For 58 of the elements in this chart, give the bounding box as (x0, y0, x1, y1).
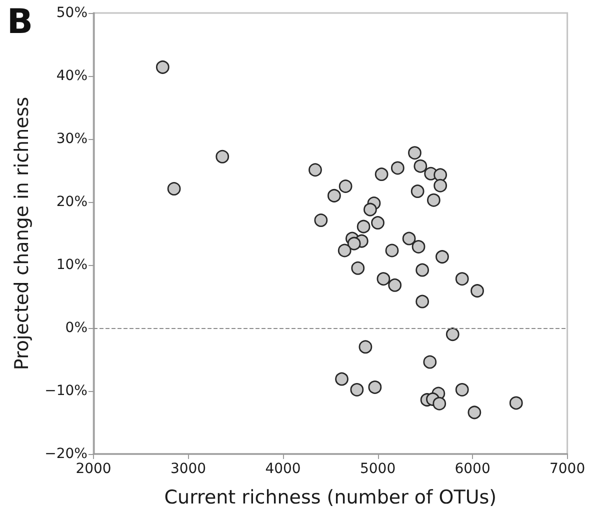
point (402, 232, 416, 246)
point (423, 355, 437, 369)
point (385, 244, 399, 258)
point (408, 146, 422, 160)
y-tick-label: −10% (44, 383, 88, 399)
y-tick-label: 30% (56, 131, 88, 147)
point (351, 261, 365, 275)
point (390, 161, 404, 175)
chart-title: B (7, 2, 33, 42)
point (388, 278, 402, 292)
point (427, 193, 440, 207)
point (436, 250, 449, 264)
point (356, 220, 370, 234)
x-axis-title: Current richness (number of OTUs) (164, 486, 497, 508)
point (216, 150, 230, 164)
point (509, 396, 523, 410)
point (376, 272, 390, 286)
point (167, 182, 181, 196)
point (338, 180, 352, 193)
point (350, 383, 364, 396)
x-tick-label: 3000 (170, 461, 206, 477)
point (434, 168, 448, 182)
point (371, 216, 384, 230)
point (416, 294, 430, 308)
point (328, 189, 341, 202)
point (156, 60, 170, 74)
point (364, 202, 377, 216)
x-tick-label: 7000 (549, 461, 586, 477)
point (374, 168, 388, 181)
point (338, 244, 352, 258)
y-tick-label: 0% (65, 320, 88, 336)
point (335, 372, 348, 386)
x-tick-label: 2000 (76, 461, 112, 477)
point (314, 214, 328, 227)
point (308, 163, 322, 177)
point (455, 383, 469, 396)
point (446, 328, 460, 341)
point (412, 240, 426, 254)
point (347, 236, 361, 250)
x-tick-label: 6000 (454, 461, 490, 477)
y-tick-label: −20% (44, 446, 88, 462)
x-tick-label: 4000 (265, 461, 301, 477)
y-tick-label: 40% (56, 68, 88, 84)
point (410, 184, 424, 198)
point (368, 380, 382, 394)
point (468, 406, 482, 420)
x-tick-label: 5000 (360, 461, 396, 477)
y-axis-title: Projected change in richness (11, 96, 33, 370)
point (434, 178, 448, 192)
point (358, 340, 372, 354)
point (416, 263, 430, 277)
point (432, 396, 446, 410)
point (470, 284, 484, 298)
y-tick-label: 10% (56, 257, 88, 273)
y-tick-label: 20% (56, 194, 88, 210)
point (414, 159, 428, 173)
point (455, 272, 469, 286)
y-tick-label: 50% (56, 5, 88, 21)
